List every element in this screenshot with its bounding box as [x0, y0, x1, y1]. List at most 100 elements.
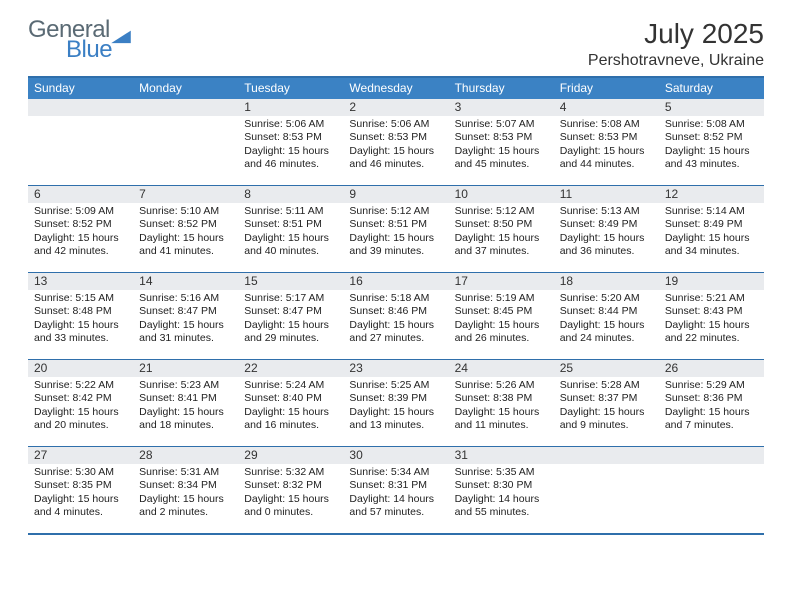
dayname-saturday: Saturday: [659, 78, 764, 99]
day-info: Sunrise: 5:20 AMSunset: 8:44 PMDaylight:…: [554, 290, 659, 350]
day-info: Sunrise: 5:31 AMSunset: 8:34 PMDaylight:…: [133, 464, 238, 524]
calendar-cell: 28Sunrise: 5:31 AMSunset: 8:34 PMDayligh…: [133, 447, 238, 533]
day-info: Sunrise: 5:08 AMSunset: 8:53 PMDaylight:…: [554, 116, 659, 176]
day-number: 30: [343, 447, 448, 463]
day-info: Sunrise: 5:06 AMSunset: 8:53 PMDaylight:…: [343, 116, 448, 176]
week-row: 13Sunrise: 5:15 AMSunset: 8:48 PMDayligh…: [28, 272, 764, 359]
calendar-cell: 2Sunrise: 5:06 AMSunset: 8:53 PMDaylight…: [343, 99, 448, 185]
day-info: Sunrise: 5:11 AMSunset: 8:51 PMDaylight:…: [238, 203, 343, 263]
calendar-cell: 9Sunrise: 5:12 AMSunset: 8:51 PMDaylight…: [343, 186, 448, 272]
day-info: Sunrise: 5:19 AMSunset: 8:45 PMDaylight:…: [449, 290, 554, 350]
calendar-cell-empty: [28, 99, 133, 185]
day-info: Sunrise: 5:28 AMSunset: 8:37 PMDaylight:…: [554, 377, 659, 437]
day-info: Sunrise: 5:08 AMSunset: 8:52 PMDaylight:…: [659, 116, 764, 176]
day-number: 21: [133, 360, 238, 376]
day-number: 14: [133, 273, 238, 289]
calendar-cell: 20Sunrise: 5:22 AMSunset: 8:42 PMDayligh…: [28, 360, 133, 446]
day-number: 27: [28, 447, 133, 463]
day-info: Sunrise: 5:07 AMSunset: 8:53 PMDaylight:…: [449, 116, 554, 176]
dayname-monday: Monday: [133, 78, 238, 99]
day-number: 7: [133, 186, 238, 202]
day-number: 1: [238, 99, 343, 115]
day-number: 3: [449, 99, 554, 115]
month-title: July 2025: [588, 18, 764, 50]
calendar-cell-empty: [659, 447, 764, 533]
day-number: 25: [554, 360, 659, 376]
day-info: Sunrise: 5:24 AMSunset: 8:40 PMDaylight:…: [238, 377, 343, 437]
calendar-cell: 15Sunrise: 5:17 AMSunset: 8:47 PMDayligh…: [238, 273, 343, 359]
day-info: Sunrise: 5:34 AMSunset: 8:31 PMDaylight:…: [343, 464, 448, 524]
header: GeneralBlue July 2025 Pershotravneve, Uk…: [28, 18, 764, 70]
calendar-cell: 14Sunrise: 5:16 AMSunset: 8:47 PMDayligh…: [133, 273, 238, 359]
dayname-row: SundayMondayTuesdayWednesdayThursdayFrid…: [28, 78, 764, 99]
day-number: 16: [343, 273, 448, 289]
calendar-cell: 21Sunrise: 5:23 AMSunset: 8:41 PMDayligh…: [133, 360, 238, 446]
day-number: 6: [28, 186, 133, 202]
day-number: 15: [238, 273, 343, 289]
day-number: 28: [133, 447, 238, 463]
calendar: SundayMondayTuesdayWednesdayThursdayFrid…: [28, 76, 764, 535]
week-row: 6Sunrise: 5:09 AMSunset: 8:52 PMDaylight…: [28, 185, 764, 272]
day-info: Sunrise: 5:13 AMSunset: 8:49 PMDaylight:…: [554, 203, 659, 263]
day-info: Sunrise: 5:30 AMSunset: 8:35 PMDaylight:…: [28, 464, 133, 524]
day-info: Sunrise: 5:12 AMSunset: 8:51 PMDaylight:…: [343, 203, 448, 263]
calendar-cell: 24Sunrise: 5:26 AMSunset: 8:38 PMDayligh…: [449, 360, 554, 446]
calendar-cell-empty: [554, 447, 659, 533]
title-block: July 2025 Pershotravneve, Ukraine: [588, 18, 764, 70]
calendar-cell: 3Sunrise: 5:07 AMSunset: 8:53 PMDaylight…: [449, 99, 554, 185]
day-number: 5: [659, 99, 764, 115]
calendar-cell: 27Sunrise: 5:30 AMSunset: 8:35 PMDayligh…: [28, 447, 133, 533]
day-number: 22: [238, 360, 343, 376]
day-info: Sunrise: 5:21 AMSunset: 8:43 PMDaylight:…: [659, 290, 764, 350]
dayname-tuesday: Tuesday: [238, 78, 343, 99]
day-info: Sunrise: 5:12 AMSunset: 8:50 PMDaylight:…: [449, 203, 554, 263]
day-number: 23: [343, 360, 448, 376]
day-number: 4: [554, 99, 659, 115]
day-info: Sunrise: 5:26 AMSunset: 8:38 PMDaylight:…: [449, 377, 554, 437]
dayname-friday: Friday: [554, 78, 659, 99]
calendar-cell: 13Sunrise: 5:15 AMSunset: 8:48 PMDayligh…: [28, 273, 133, 359]
day-info: Sunrise: 5:17 AMSunset: 8:47 PMDaylight:…: [238, 290, 343, 350]
week-row: 1Sunrise: 5:06 AMSunset: 8:53 PMDaylight…: [28, 99, 764, 185]
location: Pershotravneve, Ukraine: [588, 52, 764, 70]
calendar-cell: 1Sunrise: 5:06 AMSunset: 8:53 PMDaylight…: [238, 99, 343, 185]
calendar-cell-empty: [133, 99, 238, 185]
calendar-cell: 16Sunrise: 5:18 AMSunset: 8:46 PMDayligh…: [343, 273, 448, 359]
day-number: 11: [554, 186, 659, 202]
day-number: 24: [449, 360, 554, 376]
calendar-cell: 4Sunrise: 5:08 AMSunset: 8:53 PMDaylight…: [554, 99, 659, 185]
calendar-cell: 31Sunrise: 5:35 AMSunset: 8:30 PMDayligh…: [449, 447, 554, 533]
day-info: Sunrise: 5:29 AMSunset: 8:36 PMDaylight:…: [659, 377, 764, 437]
dayname-thursday: Thursday: [449, 78, 554, 99]
calendar-cell: 22Sunrise: 5:24 AMSunset: 8:40 PMDayligh…: [238, 360, 343, 446]
day-info: Sunrise: 5:14 AMSunset: 8:49 PMDaylight:…: [659, 203, 764, 263]
day-number: 20: [28, 360, 133, 376]
day-info: Sunrise: 5:09 AMSunset: 8:52 PMDaylight:…: [28, 203, 133, 263]
day-number: 26: [659, 360, 764, 376]
calendar-cell: 29Sunrise: 5:32 AMSunset: 8:32 PMDayligh…: [238, 447, 343, 533]
calendar-cell: 17Sunrise: 5:19 AMSunset: 8:45 PMDayligh…: [449, 273, 554, 359]
day-number: 29: [238, 447, 343, 463]
day-info: Sunrise: 5:16 AMSunset: 8:47 PMDaylight:…: [133, 290, 238, 350]
day-info: Sunrise: 5:25 AMSunset: 8:39 PMDaylight:…: [343, 377, 448, 437]
day-info: Sunrise: 5:35 AMSunset: 8:30 PMDaylight:…: [449, 464, 554, 524]
day-info: Sunrise: 5:18 AMSunset: 8:46 PMDaylight:…: [343, 290, 448, 350]
weeks-container: 1Sunrise: 5:06 AMSunset: 8:53 PMDaylight…: [28, 99, 764, 533]
day-number: 17: [449, 273, 554, 289]
day-number: 2: [343, 99, 448, 115]
brand-logo: GeneralBlue: [28, 18, 131, 62]
day-number: 19: [659, 273, 764, 289]
day-info: Sunrise: 5:15 AMSunset: 8:48 PMDaylight:…: [28, 290, 133, 350]
calendar-cell: 8Sunrise: 5:11 AMSunset: 8:51 PMDaylight…: [238, 186, 343, 272]
day-number: 12: [659, 186, 764, 202]
calendar-cell: 11Sunrise: 5:13 AMSunset: 8:49 PMDayligh…: [554, 186, 659, 272]
calendar-cell: 18Sunrise: 5:20 AMSunset: 8:44 PMDayligh…: [554, 273, 659, 359]
calendar-cell: 25Sunrise: 5:28 AMSunset: 8:37 PMDayligh…: [554, 360, 659, 446]
calendar-cell: 6Sunrise: 5:09 AMSunset: 8:52 PMDaylight…: [28, 186, 133, 272]
day-number: 8: [238, 186, 343, 202]
day-number: 13: [28, 273, 133, 289]
calendar-cell: 23Sunrise: 5:25 AMSunset: 8:39 PMDayligh…: [343, 360, 448, 446]
week-row: 20Sunrise: 5:22 AMSunset: 8:42 PMDayligh…: [28, 359, 764, 446]
dayname-sunday: Sunday: [28, 78, 133, 99]
dayname-wednesday: Wednesday: [343, 78, 448, 99]
